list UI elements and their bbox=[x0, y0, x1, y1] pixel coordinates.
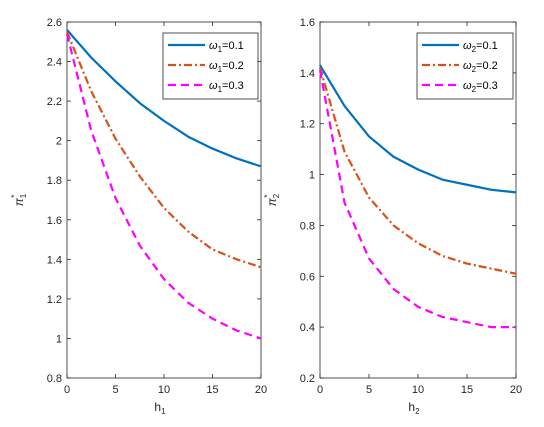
y-tick-label: 1.2 bbox=[47, 294, 62, 306]
y-tick-label: 1.4 bbox=[300, 68, 315, 80]
legend-label: ω2=0.1 bbox=[463, 40, 498, 54]
x-axis-label: h2 bbox=[408, 400, 420, 416]
series-line-1 bbox=[319, 64, 517, 194]
y-tick-label: 2 bbox=[56, 136, 62, 148]
y-tick-label: 0.6 bbox=[300, 271, 315, 283]
x-tick-label: 5 bbox=[366, 384, 372, 396]
legend-label: ω1=0.1 bbox=[209, 40, 244, 54]
y-tick-label: 1.4 bbox=[47, 254, 62, 266]
x-tick-label: 0 bbox=[64, 384, 70, 396]
legend-label: ω1=0.2 bbox=[209, 60, 244, 74]
x-tick-label: 10 bbox=[412, 384, 424, 396]
legend: ω2=0.1 ω2=0.2 ω2=0.3 bbox=[416, 32, 514, 100]
y-tick-label: 1.6 bbox=[47, 215, 62, 227]
y-tick-label: 1.2 bbox=[300, 119, 315, 131]
x-tick-label: 10 bbox=[158, 384, 170, 396]
x-tick-label: 0 bbox=[317, 384, 323, 396]
y-tick-label: 0.8 bbox=[47, 373, 62, 385]
series-line-2 bbox=[318, 67, 517, 275]
x-tick-label: 15 bbox=[206, 384, 218, 396]
y-tick-label: 1 bbox=[56, 333, 62, 345]
x-tick-label: 15 bbox=[461, 384, 473, 396]
y-tick-label: 1.6 bbox=[300, 17, 315, 29]
series-line-3 bbox=[318, 70, 516, 329]
y-tick-label: 1 bbox=[309, 170, 315, 182]
y-tick-label: 2.4 bbox=[47, 57, 62, 69]
y-tick-label: 2.2 bbox=[47, 96, 62, 108]
y-axis-label: π2* bbox=[263, 193, 281, 206]
series-line-3 bbox=[65, 33, 262, 340]
y-tick-label: 0.2 bbox=[300, 373, 315, 385]
chart-panel-1: 0 5 10 15 20 0.8 1 1.2 1.4 1.6 1.8 2 2.2 2.4 2.6 ω1=0.1… bbox=[10, 17, 267, 416]
y-tick-label: 2.6 bbox=[47, 17, 62, 29]
y-axis-label: π1* bbox=[10, 193, 28, 206]
x-tick-label: 20 bbox=[255, 384, 267, 396]
legend-label: ω1=0.3 bbox=[209, 80, 244, 94]
x-axis-label: h1 bbox=[154, 400, 166, 416]
legend: ω1=0.1 ω1=0.2 ω1=0.3 bbox=[162, 32, 259, 100]
y-tick-label: 1.8 bbox=[47, 175, 62, 187]
y-tick-label: 0.8 bbox=[300, 220, 315, 232]
legend-label: ω2=0.2 bbox=[463, 60, 498, 74]
x-tick-label: 20 bbox=[510, 384, 522, 396]
legend-label: ω2=0.3 bbox=[463, 80, 498, 94]
series-line-2 bbox=[65, 31, 262, 269]
x-tick-label: 5 bbox=[112, 384, 118, 396]
y-tick-label: 0.4 bbox=[300, 322, 315, 334]
chart-panel-2: 0 5 10 15 200.20.40.60.811.21.41.6ω2=0.1ω2=0… bbox=[263, 17, 522, 416]
series-line-1 bbox=[66, 29, 262, 168]
